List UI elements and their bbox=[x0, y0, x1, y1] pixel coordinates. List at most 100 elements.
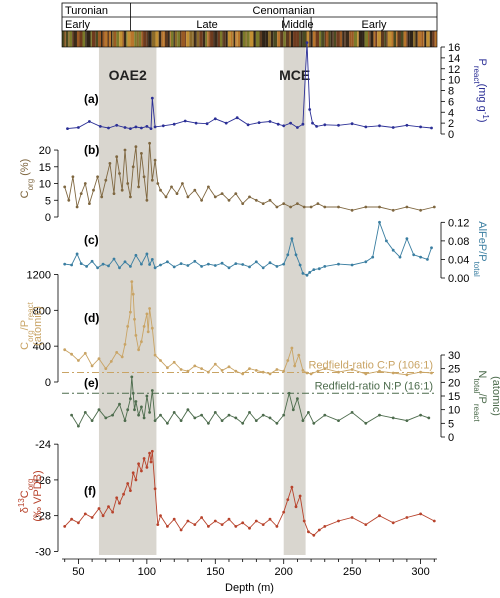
data-point bbox=[337, 262, 340, 266]
data-point bbox=[63, 185, 67, 189]
data-point bbox=[378, 413, 381, 417]
data-point bbox=[149, 127, 153, 130]
data-point bbox=[137, 413, 141, 417]
core-band bbox=[364, 31, 369, 47]
core-band bbox=[391, 31, 394, 47]
data-point bbox=[268, 517, 272, 521]
data-point bbox=[364, 260, 368, 264]
y-tick-label: -28 bbox=[35, 511, 51, 523]
panel-label: (e) bbox=[84, 376, 99, 390]
core-strip-frame bbox=[61, 30, 438, 48]
core-band bbox=[434, 31, 437, 47]
data-point bbox=[220, 261, 224, 265]
y-tick-label: 25 bbox=[448, 364, 460, 376]
data-point bbox=[153, 487, 157, 491]
data-point bbox=[290, 485, 294, 489]
data-point bbox=[405, 205, 409, 209]
data-point bbox=[227, 365, 231, 369]
data-point bbox=[142, 457, 146, 460]
x-tick-label: 150 bbox=[206, 566, 224, 578]
data-point bbox=[101, 262, 105, 266]
y-tick-label: 20 bbox=[448, 377, 460, 389]
core-band bbox=[265, 31, 269, 47]
redfield-reference-label: Redfield-ratio N:P (16:1) bbox=[315, 380, 433, 392]
data-point bbox=[145, 125, 149, 128]
data-point bbox=[378, 514, 381, 518]
data-point bbox=[371, 255, 375, 259]
data-point bbox=[241, 202, 245, 206]
data-point bbox=[153, 419, 157, 422]
data-point bbox=[88, 120, 91, 123]
data-point bbox=[405, 373, 409, 377]
panel-label: (b) bbox=[84, 143, 99, 157]
data-point bbox=[282, 262, 286, 266]
data-point bbox=[96, 266, 99, 270]
y-tick-label: 5 bbox=[45, 195, 51, 207]
data-point bbox=[296, 202, 299, 206]
core-band bbox=[189, 31, 193, 47]
data-point bbox=[179, 262, 183, 265]
core-band bbox=[116, 31, 120, 47]
data-point bbox=[90, 419, 94, 422]
data-point bbox=[193, 523, 197, 526]
core-band bbox=[283, 31, 286, 47]
data-point bbox=[131, 165, 135, 169]
data-point bbox=[312, 268, 316, 271]
data-point bbox=[194, 121, 198, 125]
data-point bbox=[302, 205, 306, 209]
data-point bbox=[419, 413, 422, 417]
core-band bbox=[104, 31, 108, 47]
core-band bbox=[426, 31, 430, 47]
data-point bbox=[301, 272, 305, 275]
core-band bbox=[136, 31, 139, 47]
data-point bbox=[337, 123, 340, 127]
data-point bbox=[150, 326, 154, 330]
panel-c: 0.00 0.04 0.08 0.12 (c) AlFeP/Ptotal bbox=[63, 217, 488, 285]
data-point bbox=[83, 182, 87, 185]
core-band bbox=[375, 31, 378, 47]
core-band bbox=[255, 31, 260, 47]
data-point bbox=[301, 369, 305, 372]
data-point bbox=[150, 96, 154, 100]
data-point bbox=[172, 517, 176, 521]
y-tick-label: -26 bbox=[35, 475, 51, 487]
data-point bbox=[115, 123, 119, 127]
y-tick-label: 8 bbox=[448, 86, 454, 98]
core-band bbox=[102, 31, 105, 47]
data-point bbox=[364, 523, 368, 526]
data-point bbox=[153, 158, 157, 162]
y-tick-label: 30 bbox=[448, 350, 460, 362]
data-point bbox=[207, 262, 210, 266]
y-tick-label: 10 bbox=[448, 75, 460, 87]
data-point bbox=[350, 263, 354, 267]
data-point bbox=[282, 202, 286, 206]
data-point bbox=[134, 125, 138, 129]
panel-label: (a) bbox=[84, 92, 99, 106]
core-band bbox=[273, 31, 278, 47]
data-point bbox=[134, 334, 138, 337]
core-band bbox=[91, 31, 96, 47]
core-band bbox=[417, 31, 422, 47]
core-band bbox=[193, 31, 196, 47]
data-point bbox=[140, 152, 143, 155]
data-point bbox=[172, 122, 176, 126]
panel-d: 0 400 800 1200 Redfield-ratio C:P (106:1) (d)… bbox=[19, 269, 437, 389]
core-band bbox=[122, 31, 124, 47]
data-point bbox=[241, 421, 245, 425]
data-point bbox=[134, 478, 138, 482]
data-point bbox=[150, 258, 154, 261]
data-point bbox=[137, 185, 141, 189]
data-point bbox=[405, 123, 409, 127]
data-point bbox=[137, 462, 141, 466]
panel-label: (f) bbox=[84, 484, 96, 498]
core-band bbox=[64, 31, 66, 47]
core-band bbox=[396, 31, 398, 47]
title-sub: org bbox=[26, 479, 35, 491]
data-point bbox=[432, 519, 436, 523]
data-point bbox=[107, 264, 110, 268]
core-band bbox=[312, 31, 316, 47]
data-point bbox=[71, 175, 75, 179]
data-point bbox=[123, 260, 127, 264]
panel-b: 0 5 10 15 20 (b) Corg (%) bbox=[19, 141, 436, 224]
data-point bbox=[123, 343, 127, 346]
